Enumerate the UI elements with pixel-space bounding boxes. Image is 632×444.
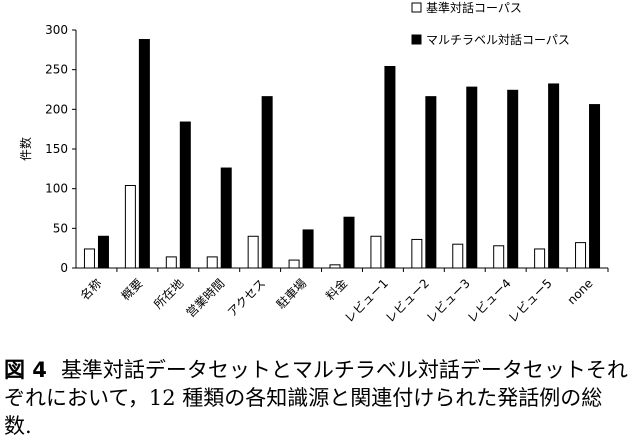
caption-text: 基準対話データセットとマルチラベル対話データセットそれぞれにおいて，12 種類の…	[4, 358, 628, 438]
x-tick-label: アクセス	[225, 276, 268, 319]
legend-swatch	[411, 2, 422, 13]
y-tick-label: 0	[60, 261, 68, 275]
y-tick-label: 150	[45, 142, 68, 156]
legend-swatch	[411, 34, 422, 45]
bar-multilabel-corpus	[97, 235, 109, 269]
bar-baseline-corpus	[247, 235, 259, 269]
x-tick-label: 所在地	[151, 276, 186, 311]
bar-multilabel-corpus	[302, 229, 314, 269]
x-tick-label: レビュー2	[383, 276, 432, 325]
legend-label: 基準対話コーパス	[426, 0, 522, 15]
bar-baseline-corpus	[370, 235, 382, 269]
bar-baseline-corpus	[411, 238, 423, 269]
bar-multilabel-corpus	[261, 96, 273, 269]
y-tick-label: 250	[45, 63, 68, 77]
bar-multilabel-corpus	[138, 39, 150, 269]
x-tick-label: レビュー4	[465, 276, 514, 325]
bar-multilabel-corpus	[384, 65, 396, 269]
x-tick-label: 名称	[77, 276, 105, 304]
x-tick-label: レビュー1	[342, 276, 391, 325]
bar-multilabel-corpus	[343, 216, 355, 269]
bar-baseline-corpus	[329, 264, 341, 269]
y-tick-label: 300	[45, 23, 68, 37]
bar-multilabel-corpus	[220, 167, 232, 269]
bar-baseline-corpus	[206, 256, 218, 269]
bar-baseline-corpus	[124, 184, 136, 269]
bar-baseline-corpus	[165, 256, 177, 269]
x-tick-label: レビュー5	[505, 276, 554, 325]
x-tick-label: 営業時間	[184, 276, 228, 320]
bar-baseline-corpus	[83, 248, 95, 269]
bar-baseline-corpus	[288, 259, 300, 269]
x-tick-label: 概要	[119, 276, 146, 303]
chart-axes	[75, 30, 608, 269]
bar-multilabel-corpus	[466, 86, 478, 269]
y-tick-label: 200	[45, 102, 68, 116]
legend-label: マルチラベル対話コーパス	[426, 32, 570, 47]
y-tick-label: 100	[45, 182, 68, 196]
bar-baseline-corpus	[575, 242, 587, 269]
x-tick-label: レビュー3	[424, 276, 473, 325]
chart-bars	[83, 39, 601, 269]
y-tick-label: 50	[53, 221, 68, 235]
figure-label: 図 4	[4, 358, 47, 382]
bar-multilabel-corpus	[589, 104, 601, 269]
bar-baseline-corpus	[493, 245, 505, 269]
x-tick-label: 料金	[323, 276, 351, 304]
x-tick-label: none	[565, 276, 596, 307]
bar-baseline-corpus	[452, 243, 464, 269]
bar-multilabel-corpus	[507, 89, 519, 269]
y-axis-ticks: 0 50 100 150 200 250 300	[45, 23, 76, 275]
bar-multilabel-corpus	[179, 121, 191, 269]
bar-multilabel-corpus	[548, 83, 560, 269]
y-axis-label: 件数	[18, 137, 33, 161]
bar-multilabel-corpus	[425, 96, 437, 269]
figure-caption: 図 4 基準対話データセットとマルチラベル対話データセットそれぞれにおいて，12 …	[4, 356, 628, 440]
bar-baseline-corpus	[534, 248, 546, 269]
x-tick-label: 駐車場	[273, 276, 309, 312]
